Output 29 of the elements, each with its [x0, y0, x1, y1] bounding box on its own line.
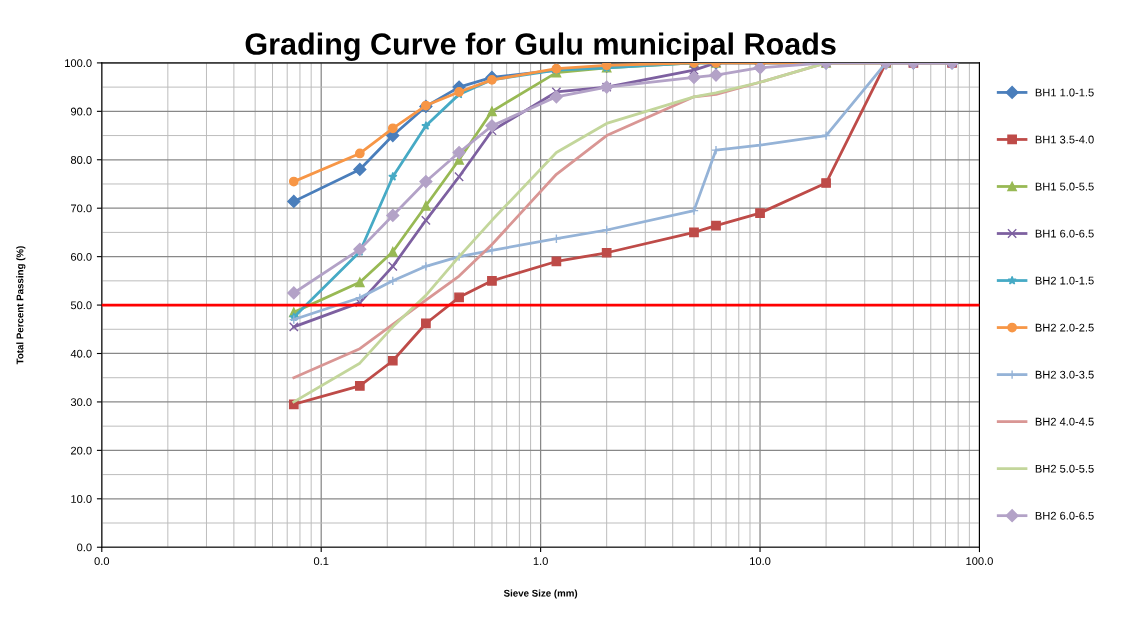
y-tick-label: 30.0 [70, 398, 92, 407]
x-axis-title: Sieve Size (mm) [503, 589, 578, 599]
legend-label: BH2 6.0-6.5 [1035, 511, 1094, 520]
y-tick-label: 90.0 [70, 107, 92, 116]
y-tick-label: 100.0 [65, 59, 92, 68]
legend-label: BH1 5.0-5.5 [1035, 182, 1094, 191]
y-tick-label: 60.0 [71, 252, 92, 261]
y-tick-label: 80.0 [70, 156, 92, 164]
legend-label: BH2 2.0-2.5 [1035, 323, 1094, 332]
legend-label: BH1 1.0-1.5 [1035, 88, 1094, 97]
legend-label: BH2 1.0-1.5 [1035, 276, 1094, 285]
y-tick-label: 0.0 [77, 543, 92, 552]
x-tick-label: 0.1 [313, 557, 329, 566]
legend-label: BH2 5.0-5.5 [1035, 464, 1094, 473]
legend-label: BH1 6.0-6.5 [1035, 229, 1094, 238]
y-tick-label: 10.0 [71, 495, 92, 503]
legend-label: BH1 3.5-4.0 [1035, 135, 1094, 144]
x-tick-label: 10.0 [750, 557, 771, 566]
y-axis-title: Total Percent Passing (%) [16, 246, 26, 365]
legend-label: BH2 4.0-4.5 [1035, 417, 1094, 426]
x-tick-label: 1.0 [533, 557, 548, 566]
y-tick-label: 50.0 [70, 301, 92, 310]
x-tick-label: 0.0 [94, 557, 110, 566]
y-tick-label: 20.0 [71, 446, 92, 455]
y-tick-label: 70.0 [71, 204, 92, 213]
legend-label: BH2 3.0-3.5 [1035, 370, 1094, 379]
x-tick-label: 100.0 [966, 557, 993, 566]
chart-title: Grading Curve for Gulu municipal Roads [245, 32, 836, 62]
y-tick-label: 40.0 [70, 349, 92, 358]
